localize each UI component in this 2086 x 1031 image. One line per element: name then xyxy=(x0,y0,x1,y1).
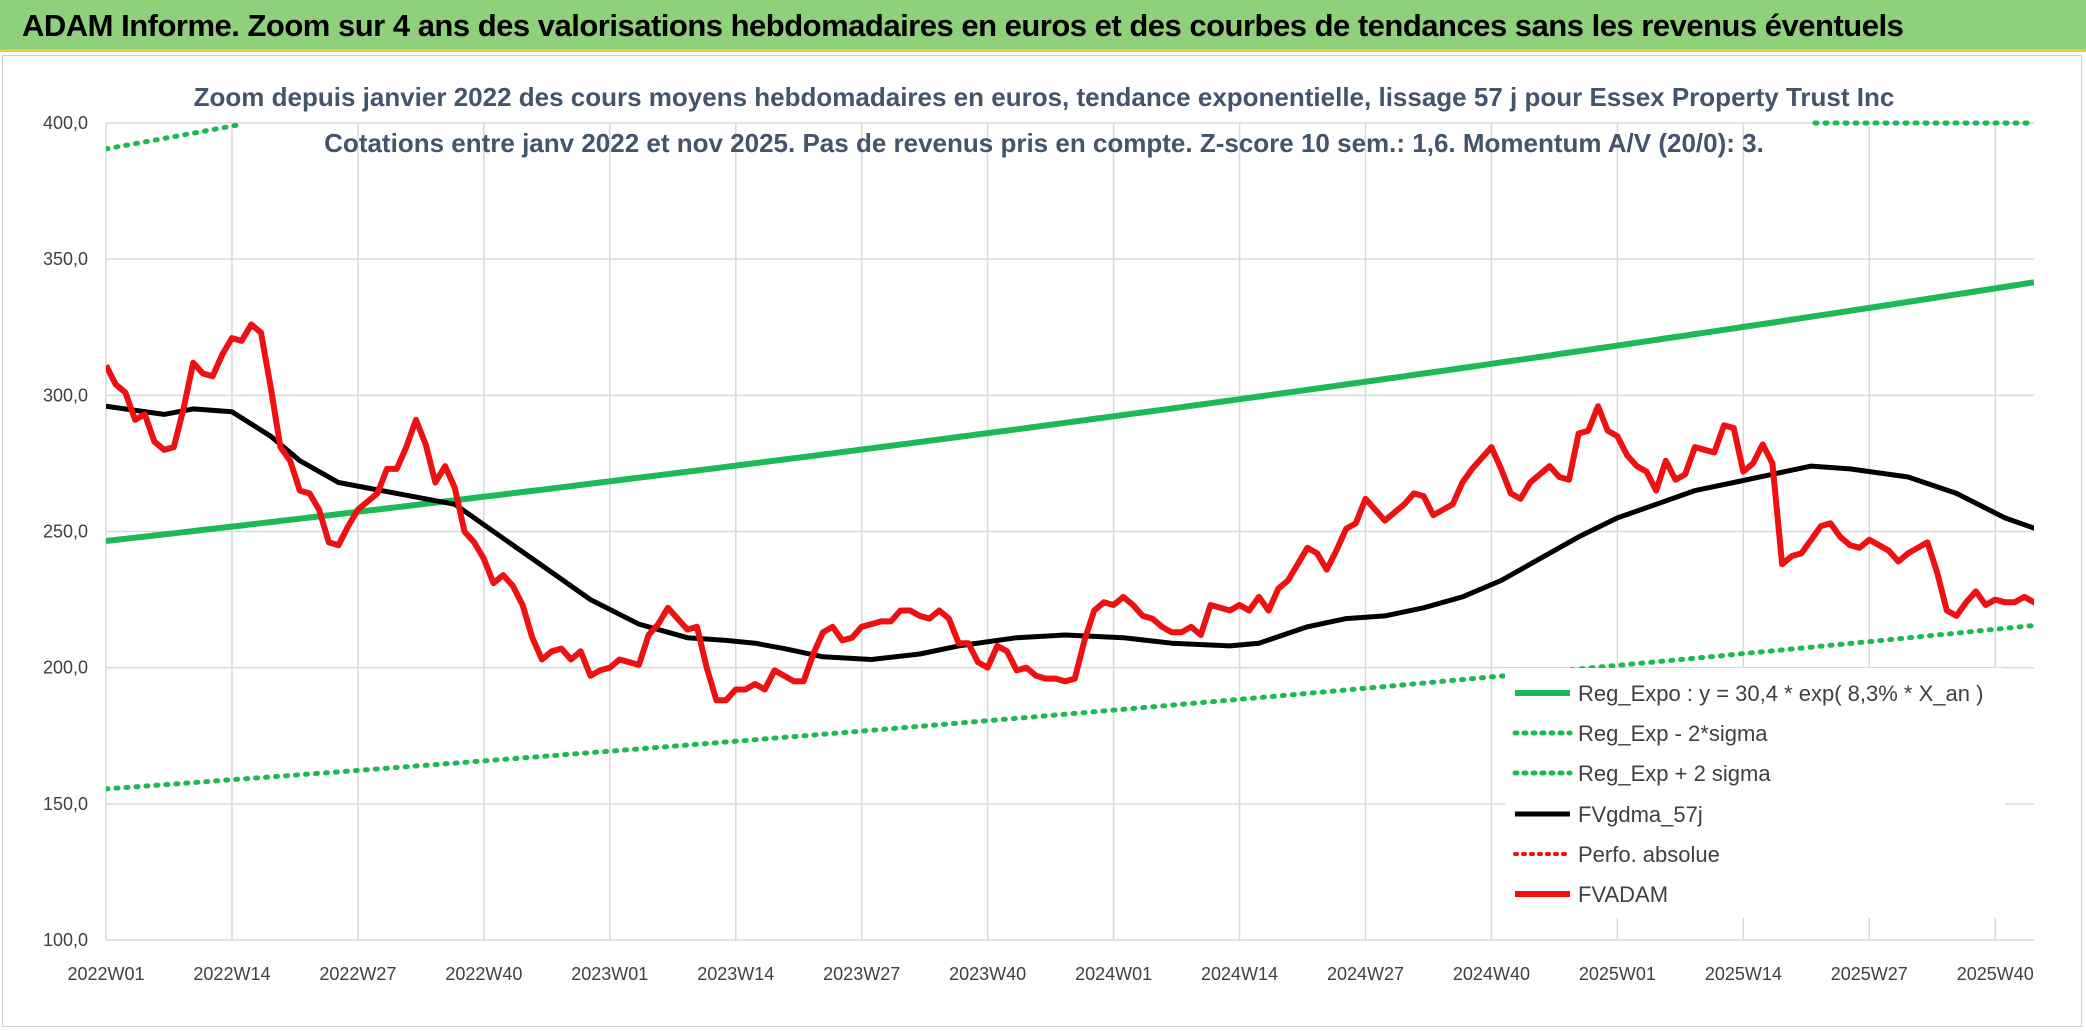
x-tick-label: 2023W40 xyxy=(949,964,1026,984)
series-reg-exp-plus-2sigma xyxy=(106,121,245,152)
chart-title-line1: Zoom depuis janvier 2022 des cours moyen… xyxy=(194,82,1895,112)
y-tick-label: 200,0 xyxy=(43,658,88,678)
series-fvadam xyxy=(106,321,2034,704)
header-banner: ADAM Informe. Zoom sur 4 ans des valoris… xyxy=(0,0,2086,52)
gridlines xyxy=(105,122,2034,941)
x-tick-label: 2022W01 xyxy=(67,964,144,984)
x-tick-label: 2022W14 xyxy=(193,964,270,984)
chart-title-line2: Cotations entre janv 2022 et nov 2025. P… xyxy=(324,128,1764,158)
y-tick-label: 150,0 xyxy=(43,794,88,814)
legend-label-reg-exp-plus: Reg_Exp + 2 sigma xyxy=(1578,761,1771,786)
series-reg-exp-minus-2sigma xyxy=(106,623,2034,792)
x-tick-label: 2023W01 xyxy=(571,964,648,984)
x-tick-label: 2025W40 xyxy=(1957,964,2034,984)
legend-label-perfo-absolue: Perfo. absolue xyxy=(1578,842,1720,867)
legend-label-reg-expo: Reg_Expo : y = 30,4 * exp( 8,3% * X_an ) xyxy=(1578,681,1983,706)
y-tick-label: 250,0 xyxy=(43,522,88,542)
x-tick-label: 2024W01 xyxy=(1075,964,1152,984)
header-title: ADAM Informe. Zoom sur 4 ans des valoris… xyxy=(22,8,1904,43)
y-axis-ticks: 100,0 150,0 200,0 250,0 300,0 350,0 400,0 xyxy=(43,113,88,950)
series-fvgdma-57j xyxy=(106,403,2034,662)
legend-label-fvgdma: FVgdma_57j xyxy=(1578,802,1703,827)
x-axis-ticks: 2022W01 2022W14 2022W27 2022W40 2023W01 2023W… xyxy=(67,964,2033,984)
x-tick-label: 2024W27 xyxy=(1327,964,1404,984)
x-tick-label: 2023W14 xyxy=(697,964,774,984)
y-tick-label: 300,0 xyxy=(43,385,88,405)
legend: Reg_Expo : y = 30,4 * exp( 8,3% * X_an )… xyxy=(1505,668,2005,918)
y-tick-label: 400,0 xyxy=(43,113,88,133)
x-tick-label: 2025W14 xyxy=(1705,964,1782,984)
chart-frame xyxy=(2,55,2082,1027)
x-tick-label: 2024W14 xyxy=(1201,964,1278,984)
x-tick-label: 2022W27 xyxy=(319,964,396,984)
x-tick-label: 2023W27 xyxy=(823,964,900,984)
x-tick-label: 2024W40 xyxy=(1453,964,1530,984)
series-group xyxy=(106,120,2034,792)
legend-background xyxy=(1505,668,2005,918)
x-tick-label: 2025W27 xyxy=(1831,964,1908,984)
y-tick-label: 100,0 xyxy=(43,930,88,950)
legend-label-reg-exp-minus: Reg_Exp - 2*sigma xyxy=(1578,721,1768,746)
y-tick-label: 350,0 xyxy=(43,249,88,269)
series-reg-expo xyxy=(106,279,2034,544)
x-tick-label: 2022W40 xyxy=(445,964,522,984)
x-tick-label: 2025W01 xyxy=(1579,964,1656,984)
legend-label-fvadam: FVADAM xyxy=(1578,882,1668,907)
